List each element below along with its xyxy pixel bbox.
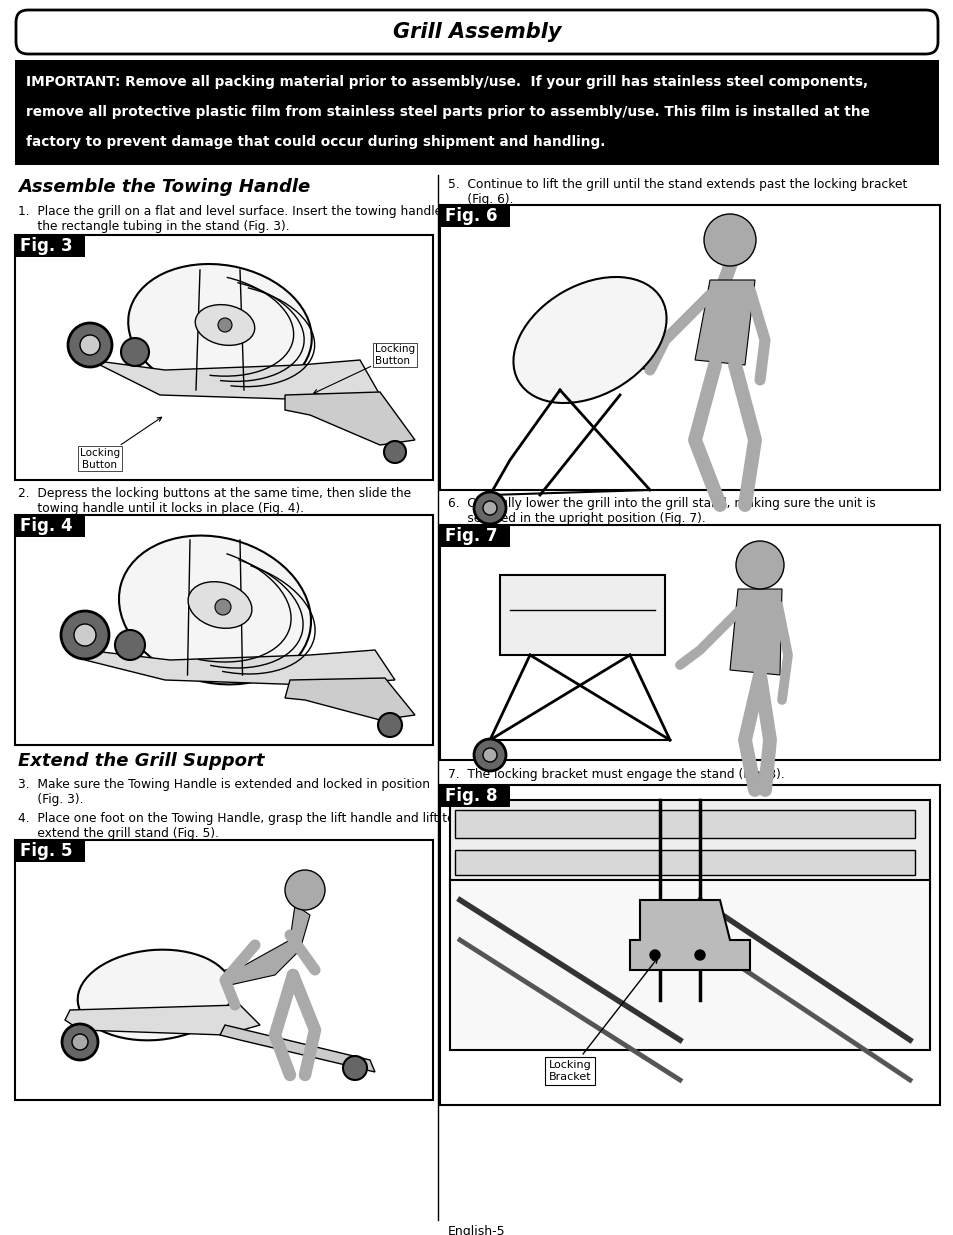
Bar [499,576,664,655]
Text: Fig. 7: Fig. 7 [444,527,497,545]
Polygon shape [225,905,310,986]
Text: factory to prevent damage that could occur during shipment and handling.: factory to prevent damage that could occ… [26,135,605,149]
Text: 2.  Depress the locking buttons at the same time, then slide the: 2. Depress the locking buttons at the sa… [18,487,411,500]
Bar [15,515,433,745]
Text: Extend the Grill Support: Extend the Grill Support [18,752,264,769]
Text: (Fig. 3).: (Fig. 3). [18,793,84,806]
Circle shape [343,1056,367,1079]
Bar [439,785,939,1105]
Circle shape [735,541,783,589]
Circle shape [80,335,100,354]
Polygon shape [220,1025,375,1072]
Text: 7.  The locking bracket must engage the stand (Fig. 8).: 7. The locking bracket must engage the s… [448,768,784,781]
Text: 3.  Make sure the Towing Handle is extended and locked in position: 3. Make sure the Towing Handle is extend… [18,778,430,790]
Bar [439,205,939,490]
Text: extend the grill stand (Fig. 5).: extend the grill stand (Fig. 5). [18,827,219,840]
Text: (Fig. 6).: (Fig. 6). [448,193,513,206]
Ellipse shape [195,305,254,346]
Text: towing handle until it locks in place (Fig. 4).: towing handle until it locks in place (F… [18,501,304,515]
Polygon shape [285,678,415,720]
Text: 4.  Place one foot on the Towing Handle, grasp the lift handle and lift to: 4. Place one foot on the Towing Handle, … [18,811,455,825]
Ellipse shape [119,536,311,684]
Bar [455,810,914,839]
Circle shape [703,214,755,266]
Polygon shape [695,280,754,366]
Text: 6.  Carefully lower the grill into the grill stand, making sure the unit is: 6. Carefully lower the grill into the gr… [448,496,875,510]
Bar [15,840,85,862]
Text: Fig. 6: Fig. 6 [444,207,497,225]
Bar [439,525,510,547]
Bar [15,840,433,1100]
Circle shape [482,748,497,762]
Circle shape [115,630,145,659]
Text: IMPORTANT: Remove all packing material prior to assembly/use.  If your grill has: IMPORTANT: Remove all packing material p… [26,75,867,89]
Text: 5.  Continue to lift the grill until the stand extends past the locking bracket: 5. Continue to lift the grill until the … [448,178,906,191]
Circle shape [121,338,149,366]
Circle shape [62,1024,98,1060]
Text: secured in the upright position (Fig. 7).: secured in the upright position (Fig. 7)… [448,513,705,525]
Circle shape [695,950,704,960]
Circle shape [68,324,112,367]
Text: Locking
Button: Locking Button [80,417,161,469]
Polygon shape [285,391,415,445]
Circle shape [218,317,232,332]
Bar [15,235,85,257]
Circle shape [384,441,406,463]
Text: the rectangle tubing in the stand (Fig. 3).: the rectangle tubing in the stand (Fig. … [18,220,290,233]
Polygon shape [629,900,749,969]
Circle shape [214,599,231,615]
Bar [439,525,939,760]
Bar [15,61,938,165]
Bar [439,785,510,806]
Circle shape [474,739,505,771]
Bar [450,800,929,890]
Circle shape [377,713,401,737]
Text: Fig. 3: Fig. 3 [20,237,72,254]
Text: 1.  Place the grill on a flat and level surface. Insert the towing handle into: 1. Place the grill on a flat and level s… [18,205,469,219]
Polygon shape [85,650,395,685]
FancyBboxPatch shape [16,10,937,54]
Ellipse shape [128,264,312,396]
Bar [450,881,929,1050]
Text: English-5: English-5 [448,1225,505,1235]
Bar [15,515,85,537]
Text: Locking
Button: Locking Button [314,345,415,394]
Circle shape [61,611,109,659]
Circle shape [649,950,659,960]
Polygon shape [90,359,379,400]
Circle shape [74,624,96,646]
Text: Fig. 8: Fig. 8 [444,787,497,805]
Ellipse shape [188,582,252,629]
Text: Grill Assembly: Grill Assembly [393,22,560,42]
Bar [439,205,510,227]
Circle shape [482,501,497,515]
Ellipse shape [513,277,666,403]
Polygon shape [65,1005,260,1035]
Polygon shape [729,589,781,676]
Text: Assemble the Towing Handle: Assemble the Towing Handle [18,178,310,196]
Circle shape [71,1034,88,1050]
Text: Fig. 5: Fig. 5 [20,842,72,860]
Circle shape [285,869,325,910]
Bar [455,850,914,876]
Ellipse shape [77,950,233,1040]
Circle shape [474,492,505,524]
Text: Fig. 4: Fig. 4 [20,517,72,535]
Text: Locking
Bracket: Locking Bracket [548,958,657,1082]
Bar [15,235,433,480]
Text: remove all protective plastic film from stainless steel parts prior to assembly/: remove all protective plastic film from … [26,105,869,119]
